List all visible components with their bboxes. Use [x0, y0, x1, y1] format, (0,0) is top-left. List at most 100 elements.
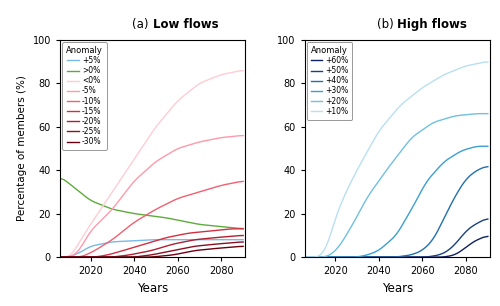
Y-axis label: Percentage of members (%): Percentage of members (%)	[17, 76, 27, 221]
+30%	[302, 255, 308, 259]
+50%	[485, 217, 491, 221]
<0%	[148, 131, 154, 135]
+50%	[393, 255, 399, 259]
X-axis label: Years: Years	[382, 282, 413, 295]
-15%	[240, 227, 246, 231]
+50%	[332, 255, 338, 259]
>0%	[57, 177, 63, 180]
-30%	[57, 255, 63, 259]
-5%	[112, 204, 117, 208]
-5%	[57, 255, 63, 259]
+20%	[302, 255, 308, 259]
<0%	[88, 223, 94, 226]
+30%	[485, 144, 491, 148]
+50%	[356, 255, 362, 259]
+30%	[332, 255, 338, 259]
+40%	[365, 255, 371, 259]
Line: +40%: +40%	[304, 167, 488, 257]
-25%	[120, 255, 126, 259]
-15%	[88, 255, 94, 259]
-20%	[57, 255, 63, 259]
-20%	[240, 234, 246, 237]
Line: +30%: +30%	[304, 146, 488, 257]
-5%	[120, 193, 126, 197]
-20%	[230, 234, 235, 238]
-25%	[240, 240, 246, 244]
+40%	[474, 169, 480, 173]
+40%	[358, 255, 364, 259]
+10%	[474, 62, 480, 65]
+40%	[356, 255, 362, 259]
-30%	[88, 255, 94, 259]
X-axis label: Years: Years	[137, 282, 168, 295]
-30%	[120, 255, 126, 259]
+30%	[356, 255, 362, 258]
-10%	[230, 181, 235, 185]
+50%	[302, 255, 308, 259]
-25%	[148, 253, 154, 257]
+10%	[358, 160, 364, 164]
+40%	[332, 255, 338, 259]
-5%	[230, 135, 235, 138]
-15%	[114, 251, 119, 254]
Line: -30%: -30%	[60, 246, 243, 257]
+60%	[474, 238, 480, 242]
-25%	[230, 241, 235, 244]
+10%	[393, 108, 399, 112]
-20%	[114, 255, 119, 258]
+10%	[302, 255, 308, 259]
+10%	[485, 60, 491, 64]
-25%	[57, 255, 63, 259]
+20%	[356, 211, 362, 214]
-30%	[114, 255, 119, 259]
-10%	[114, 234, 119, 238]
+50%	[474, 222, 480, 225]
+20%	[485, 112, 491, 115]
Line: -10%: -10%	[60, 181, 243, 257]
Text: Low flows: Low flows	[152, 18, 218, 31]
+10%	[356, 165, 362, 168]
Line: >0%: >0%	[60, 178, 243, 229]
+20%	[358, 207, 364, 210]
-15%	[234, 227, 239, 231]
-15%	[230, 227, 235, 231]
-20%	[112, 255, 117, 259]
<0%	[112, 187, 117, 190]
Line: +5%: +5%	[60, 240, 243, 257]
Text: High flows: High flows	[398, 18, 467, 31]
-20%	[120, 254, 126, 258]
-5%	[114, 202, 119, 205]
Text: (a): (a)	[132, 18, 152, 31]
+5%	[88, 245, 94, 248]
-5%	[148, 163, 154, 167]
-30%	[240, 244, 246, 248]
+30%	[365, 253, 371, 256]
+5%	[232, 238, 237, 241]
Line: <0%: <0%	[60, 71, 243, 257]
+30%	[474, 145, 480, 148]
Line: -20%: -20%	[60, 236, 243, 257]
-25%	[112, 255, 117, 259]
+20%	[474, 112, 480, 116]
Line: -15%: -15%	[60, 229, 243, 257]
-15%	[57, 255, 63, 259]
Line: +60%: +60%	[304, 237, 488, 257]
+10%	[365, 149, 371, 152]
+5%	[112, 240, 117, 244]
-20%	[148, 248, 154, 252]
-10%	[88, 251, 94, 255]
+30%	[358, 254, 364, 258]
-30%	[148, 255, 154, 259]
>0%	[120, 210, 126, 213]
+60%	[358, 255, 364, 259]
-20%	[88, 255, 94, 259]
+30%	[478, 144, 484, 148]
Line: +20%: +20%	[304, 114, 488, 257]
+20%	[365, 195, 371, 199]
+5%	[57, 255, 63, 259]
>0%	[114, 208, 119, 212]
+10%	[332, 218, 338, 222]
+60%	[302, 255, 308, 259]
-15%	[112, 251, 117, 255]
+60%	[356, 255, 362, 259]
